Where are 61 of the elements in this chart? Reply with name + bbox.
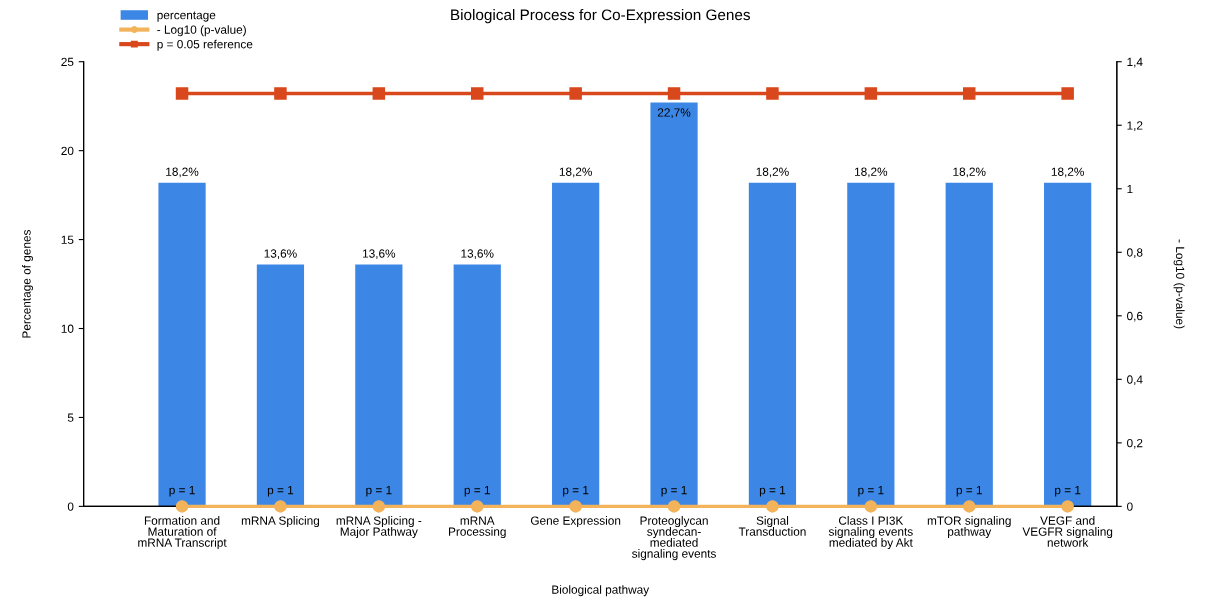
y-tick-label: 5 xyxy=(67,413,74,422)
x-tick-label: Formation and Maturation of mRNA Transcript xyxy=(138,516,227,550)
y2-tick-label: 0 xyxy=(1127,502,1133,511)
x-tick-label: VEGF and VEGFR signaling network xyxy=(1022,516,1113,547)
y2-tick-label: 0,8 xyxy=(1127,248,1143,259)
data-label: 22,7% xyxy=(657,108,691,119)
x-tick-label: Signal Transduction xyxy=(738,516,806,536)
legend-label: - Log10 (p-value) xyxy=(157,25,246,37)
data-label: 13,6% xyxy=(461,249,494,260)
bar xyxy=(1044,182,1092,507)
data-label: 18,2% xyxy=(166,167,199,178)
y-tick-label: 10 xyxy=(61,324,74,333)
bar xyxy=(355,264,403,507)
x-tick-label: mRNA Splicing - Major Pathway xyxy=(336,516,422,539)
y2-axis-title: - Log10 (p-value) xyxy=(1173,239,1185,329)
y-tick-label: 25 xyxy=(61,57,74,67)
x-tick-label: mRNA Processing xyxy=(449,516,506,539)
annotation: p = 1 xyxy=(858,486,884,497)
bar xyxy=(945,182,993,507)
y2-tick-label: 0,2 xyxy=(1127,438,1143,449)
y2-tick-label: 1 xyxy=(1127,184,1133,194)
bar xyxy=(847,182,895,507)
data-label: 18,2% xyxy=(953,167,986,178)
y2-tick-label: 0,6 xyxy=(1127,311,1143,322)
data-label: 18,2% xyxy=(756,167,789,178)
y-tick-label: 20 xyxy=(61,146,74,156)
data-label: 18,2% xyxy=(855,167,888,178)
y-axis-title: Percentage of genes xyxy=(22,229,34,338)
annotation: p = 1 xyxy=(661,486,687,497)
x-tick-label: Gene Expression xyxy=(530,516,621,528)
y2-tick-label: 1,4 xyxy=(1127,57,1143,68)
data-label: 13,6% xyxy=(363,249,396,260)
x-tick-label: Proteoglycan syndecan- mediated signaling events xyxy=(632,516,716,561)
annotation: p = 1 xyxy=(563,486,589,497)
annotation: p = 1 xyxy=(366,486,392,497)
annotation: p = 1 xyxy=(169,486,195,497)
legend-label: p = 0.05 reference xyxy=(157,39,253,51)
y2-tick-label: 0,4 xyxy=(1127,375,1143,386)
annotation: p = 1 xyxy=(464,486,490,497)
y-tick-label: 15 xyxy=(61,235,74,244)
annotation: p = 1 xyxy=(759,486,786,497)
data-label: 18,2% xyxy=(559,167,592,178)
data-label: 13,6% xyxy=(264,249,297,260)
x-tick-label: mRNA Splicing xyxy=(241,516,320,528)
x-tick-label: mTOR signaling pathway xyxy=(927,516,1011,539)
bar xyxy=(453,264,501,507)
chart-title: Biological Process for Co-Expression Genes xyxy=(451,8,750,24)
x-tick-label: Class I PI3K signaling events mediated by Akt xyxy=(828,516,913,550)
legend-label: percentage xyxy=(157,11,216,22)
x-axis-title: Biological pathway xyxy=(552,585,650,597)
annotation: p = 1 xyxy=(1055,486,1081,497)
annotation: p = 1 xyxy=(267,486,294,497)
y2-tick-label: 1,2 xyxy=(1127,121,1143,132)
bar xyxy=(552,182,600,507)
bar xyxy=(256,264,305,507)
bar xyxy=(158,182,206,507)
annotation: p = 1 xyxy=(956,486,982,497)
data-label: 18,2% xyxy=(1051,167,1084,178)
bar xyxy=(650,102,698,507)
y-tick-label: 0 xyxy=(67,502,74,511)
bar xyxy=(748,182,797,507)
